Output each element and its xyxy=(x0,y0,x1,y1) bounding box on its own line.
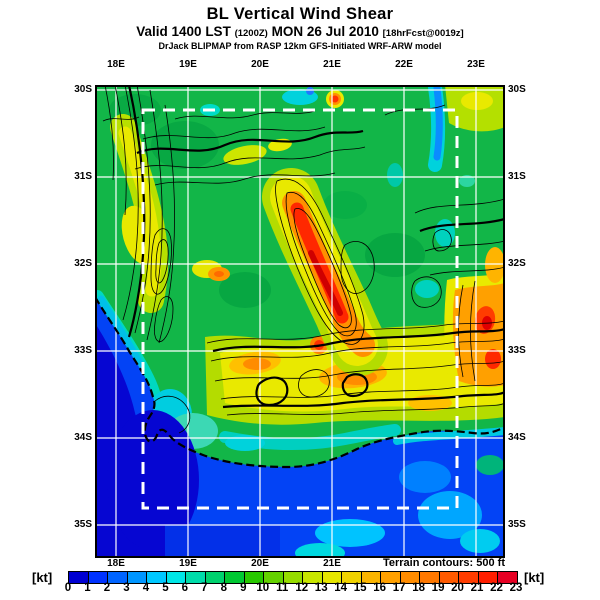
colorbar-tick-label: 4 xyxy=(142,582,150,594)
left-axis-tick: 32S xyxy=(74,258,92,269)
left-axis-tick: 35S xyxy=(74,519,92,530)
colorbar-tick-label: 20 xyxy=(451,582,464,594)
colorbar-cell xyxy=(478,572,499,583)
colorbar-tick-label: 6 xyxy=(181,582,189,594)
colorbar-cell xyxy=(69,572,89,583)
colorbar-unit-right: [kt] xyxy=(524,570,545,585)
colorbar-cell xyxy=(459,572,479,583)
colorbar-tick-label: 0 xyxy=(64,582,72,594)
model-source-line: DrJack BLIPMAP from RASP 12km GFS-Initia… xyxy=(158,41,442,51)
colorbar-cell xyxy=(205,572,226,583)
colorbar-tick-label: 9 xyxy=(240,582,247,594)
valid-time-main1: Valid 1400 LST xyxy=(136,24,235,39)
colorbar-cell xyxy=(88,572,109,583)
right-axis-tick: 31S xyxy=(508,171,526,182)
lat-lon-grid xyxy=(95,85,505,558)
colorbar-tick-label: 18 xyxy=(412,582,425,594)
colorbar-cell xyxy=(244,572,265,583)
colorbar-cell xyxy=(225,572,245,583)
coastline xyxy=(94,296,506,469)
colorbar-cell xyxy=(108,572,128,583)
map-area xyxy=(90,80,509,563)
colorbar-cell xyxy=(127,572,148,583)
colorbar-cell xyxy=(147,572,167,583)
terrain-contours xyxy=(102,84,506,434)
colorbar-tick-label: 1 xyxy=(84,582,91,594)
bottom-axis-tick: 19E xyxy=(179,558,197,569)
colorbar-cell xyxy=(283,572,304,583)
map-frame xyxy=(95,85,505,558)
top-axis-tick: 20E xyxy=(251,59,269,70)
colorbar-cell xyxy=(322,572,343,583)
colorbar-tick-label: 22 xyxy=(490,582,503,594)
top-axis-tick: 18E xyxy=(107,59,125,70)
colorbar-tick-label: 15 xyxy=(353,582,367,594)
colorbar-tick-label: 12 xyxy=(295,582,309,594)
colorbar-tick-label: 3 xyxy=(123,582,130,594)
top-axis-tick: 21E xyxy=(323,59,341,70)
valid-time-fcst: [18hrFcst@0019z] xyxy=(382,28,464,39)
top-axis-tick: 19E xyxy=(179,59,197,70)
right-axis-tick: 33S xyxy=(508,345,526,356)
colorbar-tick-label: 17 xyxy=(392,582,406,594)
top-axis-tick: 23E xyxy=(467,59,485,70)
colorbar-tick-label: 2 xyxy=(103,582,111,594)
right-axis-tick: 30S xyxy=(508,84,526,95)
colorbar-cell xyxy=(186,572,206,583)
bottom-axis-tick: 18E xyxy=(107,558,125,569)
colorbar-tick-label: 13 xyxy=(314,582,328,594)
top-axis-tick: 22E xyxy=(395,59,413,70)
page-title: BL Vertical Wind Shear xyxy=(206,5,394,23)
colorbar-tick-label: 16 xyxy=(373,582,387,594)
colorbar-tick-label: 21 xyxy=(470,582,484,594)
colorbar-cell xyxy=(303,572,323,583)
colorbar-cell xyxy=(381,572,401,583)
valid-time-zulu: (1200Z) xyxy=(234,28,268,39)
colorbar-tick-label: 5 xyxy=(162,582,169,594)
right-axis-tick: 34S xyxy=(508,432,526,443)
left-axis-tick: 34S xyxy=(74,432,92,443)
colorbar-cell xyxy=(264,572,284,583)
colorbar-cell xyxy=(420,572,440,583)
left-axis-tick: 33S xyxy=(74,345,92,356)
colorbar-cell xyxy=(166,572,187,583)
wind-shear-field xyxy=(90,80,509,563)
colorbar-tick-label: 19 xyxy=(431,582,445,594)
colorbar-tick-label: 7 xyxy=(201,582,208,594)
colorbar-tick-label: 14 xyxy=(334,582,348,594)
bottom-axis-tick: 20E xyxy=(251,558,269,569)
bottom-axis-tick: 21E xyxy=(323,558,341,569)
right-axis-tick: 32S xyxy=(508,258,526,269)
wind-shear-map xyxy=(90,80,509,563)
valid-time-main2: MON 26 Jul 2010 xyxy=(267,24,383,39)
valid-time-line: Valid 1400 LST (1200Z) MON 26 Jul 2010 [… xyxy=(0,24,600,39)
colorbar xyxy=(68,571,518,584)
domain-boundary-box xyxy=(141,108,459,510)
colorbar-tick-label: 23 xyxy=(509,582,523,594)
colorbar-cell xyxy=(400,572,421,583)
colorbar-cell xyxy=(498,572,517,583)
colorbar-cell xyxy=(342,572,362,583)
terrain-contour-note: Terrain contours: 500 ft xyxy=(382,557,505,569)
colorbar-unit-left: [kt] xyxy=(32,570,53,585)
colorbar-tick-label: 11 xyxy=(276,582,289,594)
colorbar-tick-label: 8 xyxy=(220,582,228,594)
colorbar-tick-label: 10 xyxy=(256,582,270,594)
left-axis-tick: 30S xyxy=(74,84,92,95)
colorbar-cell xyxy=(361,572,382,583)
colorbar-cell xyxy=(439,572,460,583)
right-axis-tick: 35S xyxy=(508,519,526,530)
colorbar-tick-labels: 0 1 2 3 4 5 6 7 8 9 10 11 12 13 14 15 16 17 18 19 20 21 22 23 xyxy=(64,582,523,596)
left-axis-tick: 31S xyxy=(74,171,92,182)
